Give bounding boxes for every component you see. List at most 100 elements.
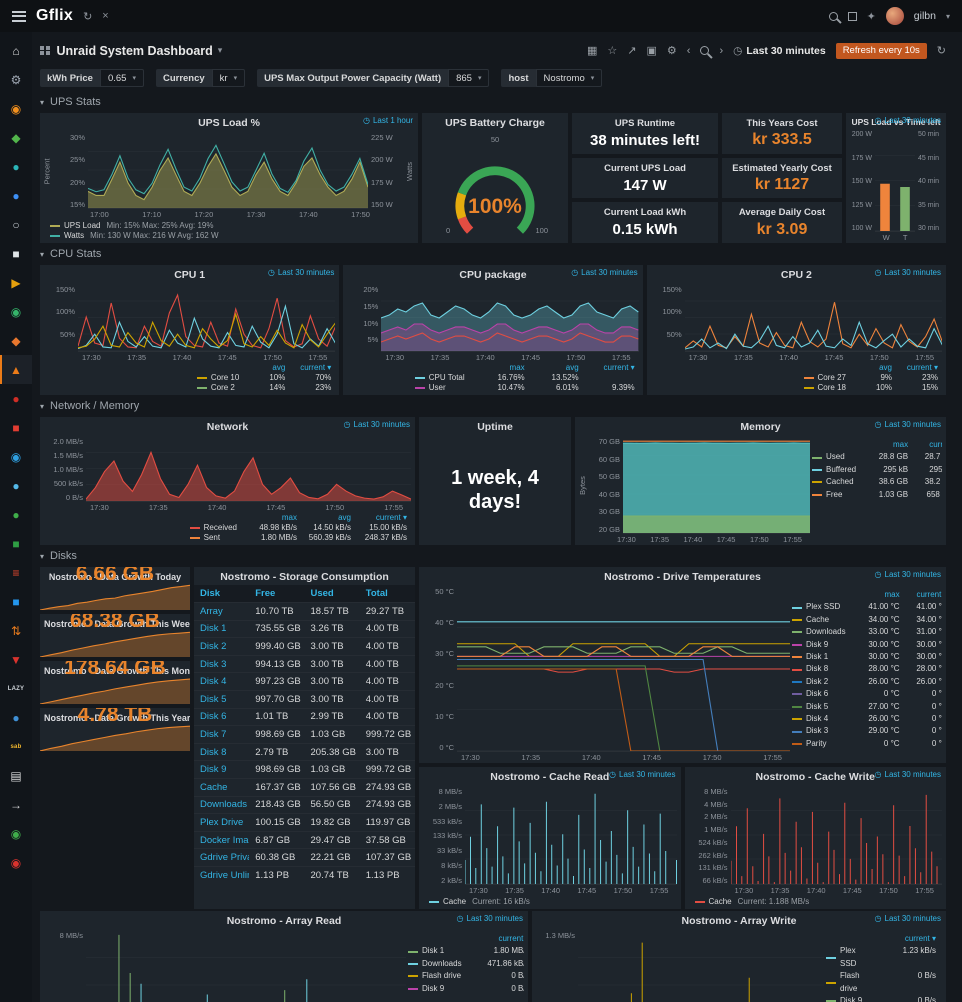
legend-item[interactable]: Flash drive <box>826 970 874 995</box>
legend-item[interactable]: Sent <box>189 533 226 542</box>
star-icon[interactable]: ☆ <box>607 45 618 57</box>
panel-title[interactable]: Nostromo - Array Read <box>226 915 342 927</box>
unraid-icon[interactable]: ≡ <box>12 565 20 580</box>
cpu-package-chart[interactable] <box>381 285 639 352</box>
lazylibrarian-icon[interactable]: LAZY <box>7 685 25 692</box>
bookstack-icon[interactable]: ▤ <box>10 768 22 783</box>
disk-link[interactable]: Gdrive Unlimited <box>194 865 250 884</box>
app-green-leaf-icon[interactable]: ● <box>12 507 20 522</box>
app-orange-arrows-icon[interactable]: ⇅ <box>10 623 22 638</box>
disk-link[interactable]: Docker Image <box>194 830 250 849</box>
panel-title[interactable]: Memory <box>740 421 781 433</box>
panel-title[interactable]: UPS Load vs Time left <box>851 117 941 127</box>
array-read-chart[interactable] <box>86 931 406 1002</box>
docker-icon[interactable]: ■ <box>12 594 20 609</box>
network-chart[interactable] <box>86 437 411 502</box>
legend-item[interactable]: Used <box>812 451 851 463</box>
disk-link[interactable]: Plex Drive <box>194 813 250 832</box>
legend-item[interactable]: Cache Current: 1.188 MB/s <box>694 897 943 906</box>
legend-item[interactable]: Watts Min: 130 W Max: 216 W Avg: 162 W <box>50 231 414 240</box>
legend-item[interactable]: Plex SSD <box>826 945 874 970</box>
legend-item[interactable]: Downloads <box>792 626 852 638</box>
disk-link[interactable]: Disk 5 <box>194 689 250 709</box>
panel-title[interactable]: Nostromo - Cache Write <box>755 771 875 783</box>
pihole-icon[interactable]: ● <box>12 391 20 406</box>
disk-link[interactable]: Disk 4 <box>194 672 250 691</box>
legend-item[interactable]: UPS Load Min: 15% Max: 25% Avg: 19% <box>50 221 414 230</box>
legend-item[interactable]: Disk 3 <box>792 725 834 737</box>
panel-title[interactable]: Nostromo - Data Growth This Month <box>44 666 190 676</box>
legend-item[interactable]: Disk 1 <box>408 945 450 957</box>
refresh-icon[interactable]: ↻ <box>83 10 93 23</box>
app-logo[interactable]: Gflix <box>36 7 74 24</box>
disk-link[interactable]: Downloads <box>194 795 250 814</box>
disk-link[interactable]: Disk 7 <box>194 725 250 744</box>
cpu2-chart[interactable] <box>684 285 942 352</box>
disk-link[interactable]: Disk 8 <box>194 742 250 761</box>
ups-load-chart[interactable] <box>88 133 368 209</box>
legend-item[interactable]: Disk 4 <box>792 713 834 725</box>
disk-link[interactable]: Disk 9 <box>194 760 250 779</box>
memory-chart[interactable] <box>623 437 810 534</box>
legend-item[interactable]: Core 27 <box>803 373 852 382</box>
time-picker[interactable]: ◷ Last 30 minutes <box>733 45 826 57</box>
user-avatar[interactable] <box>885 7 904 25</box>
legend-item[interactable]: Cache Current: 16 kB/s <box>429 897 677 906</box>
row-network-memory[interactable]: ▾ Network / Memory <box>40 398 946 414</box>
legend-item[interactable]: User <box>414 383 452 392</box>
dashboard-title[interactable]: Unraid System Dashboard <box>56 43 213 58</box>
zoom-out-icon[interactable] <box>700 46 710 55</box>
legend-item[interactable]: CPU Total <box>414 373 471 382</box>
panel-title[interactable]: Nostromo - Array Write <box>681 915 797 927</box>
menu-icon[interactable] <box>12 10 26 22</box>
panel-title[interactable]: Nostromo - Data Growth This Year <box>44 713 190 723</box>
legend-item[interactable]: Parity <box>792 738 832 750</box>
panel-title[interactable]: Current Load kWh <box>603 207 687 219</box>
sabnzbd-icon[interactable]: sab <box>10 743 22 750</box>
panel-title[interactable]: Average Daily Cost <box>738 207 826 219</box>
disk-link[interactable]: Disk 2 <box>194 637 250 656</box>
panel-title[interactable]: UPS Battery Charge <box>445 117 545 129</box>
close-icon[interactable]: × <box>102 10 109 22</box>
settings-icon[interactable]: ⚙ <box>10 72 22 87</box>
panel-title[interactable]: CPU package <box>459 269 527 281</box>
row-disks[interactable]: ▾ Disks <box>40 548 946 564</box>
app-blue-eye-icon[interactable]: ◉ <box>10 449 22 464</box>
app-green-box-icon[interactable]: ■ <box>12 536 20 551</box>
search-icon[interactable] <box>828 11 838 21</box>
plex-icon[interactable]: ▶ <box>11 275 21 290</box>
panel-title[interactable]: Estimated Yearly Cost <box>732 162 832 174</box>
panel-title[interactable]: CPU 2 <box>780 269 812 281</box>
legend-item[interactable]: Core 2 <box>196 383 241 392</box>
legend-item[interactable]: Disk 9 <box>408 983 450 995</box>
time-forward-button[interactable]: › <box>719 44 724 57</box>
cache-write-chart[interactable] <box>730 787 942 885</box>
column-header[interactable]: Free <box>249 585 305 603</box>
legend-item[interactable]: Core 10 <box>196 373 245 382</box>
app-blue-swirl-icon[interactable]: ● <box>12 478 20 493</box>
panel-title[interactable]: Network <box>206 421 249 433</box>
panel-title[interactable]: CPU 1 <box>174 269 206 281</box>
app-green-diamond-icon[interactable]: ◆ <box>11 130 21 145</box>
legend-item[interactable]: Disk 6 <box>792 688 834 700</box>
app-red-arrow-icon[interactable]: ▼ <box>10 652 22 667</box>
column-header[interactable]: Disk <box>194 585 250 603</box>
legend-item[interactable]: Core 18 <box>803 383 852 392</box>
disk-link[interactable]: Disk 3 <box>194 654 250 673</box>
tautulli-icon[interactable]: ◆ <box>11 333 21 348</box>
search-app-icon[interactable]: ○ <box>12 217 20 232</box>
graph-icon[interactable]: ▦ <box>587 45 598 57</box>
legend-item[interactable]: Cached <box>812 476 860 488</box>
ups-bar-chart[interactable] <box>875 131 915 232</box>
app-blue-circle-icon[interactable]: ● <box>12 188 20 203</box>
deluge-icon[interactable]: ● <box>12 710 20 725</box>
legend-item[interactable]: Disk 8 <box>792 663 834 675</box>
panel-title[interactable]: Nostromo - Data Growth Today <box>48 572 182 582</box>
legend-item[interactable]: Disk 5 <box>792 701 834 713</box>
legend-item[interactable]: Plex SSD <box>792 601 846 613</box>
panel-title[interactable]: Nostromo - Data Growth This Week <box>44 619 190 629</box>
cpu1-chart[interactable] <box>78 285 336 352</box>
panel-title[interactable]: Nostromo - Storage Consumption <box>220 571 389 583</box>
legend-item[interactable]: Disk 2 <box>792 676 834 688</box>
disk-link[interactable]: Array <box>194 602 250 621</box>
